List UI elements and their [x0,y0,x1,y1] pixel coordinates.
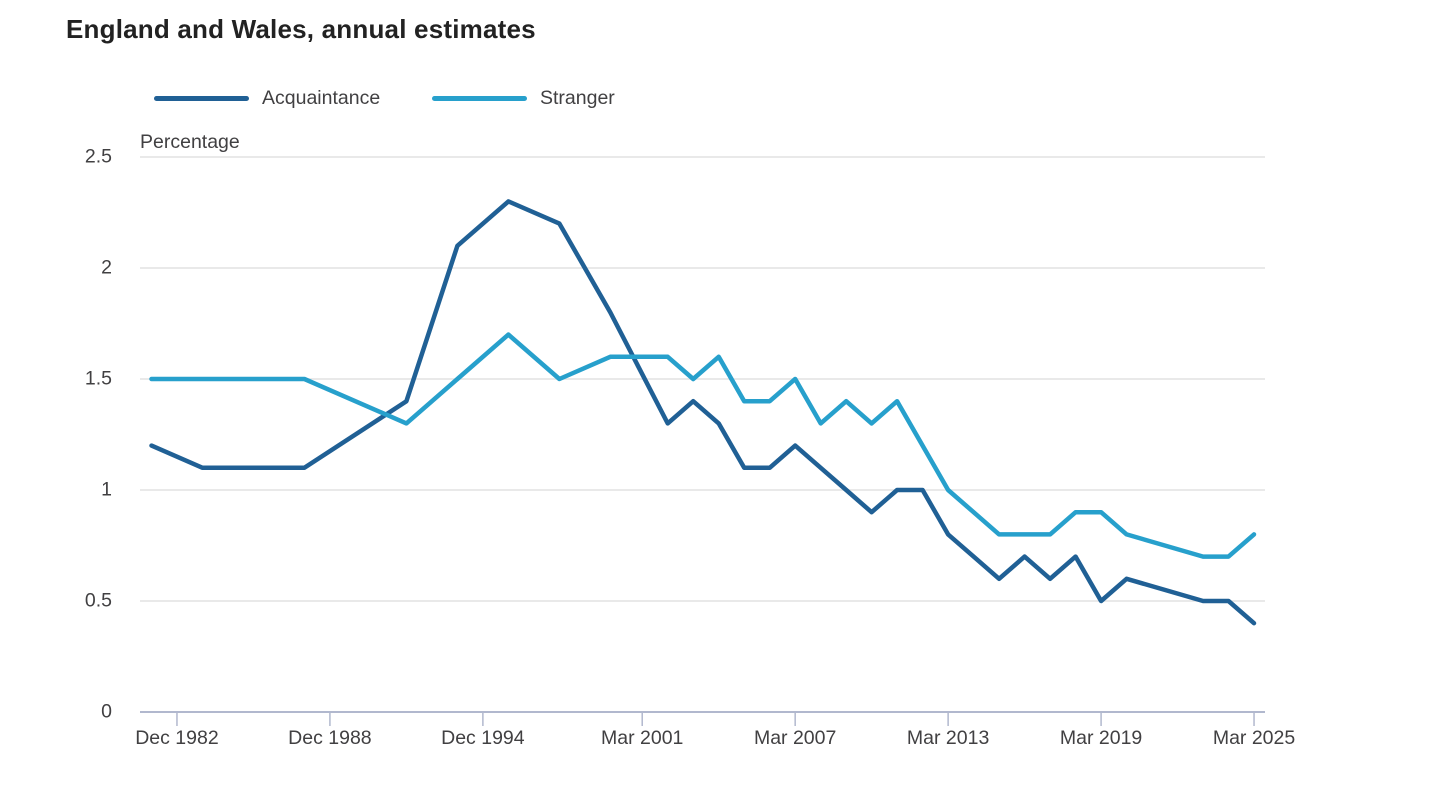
series-line-acquaintance [149,199,1257,626]
legend-label-stranger: Stranger [540,86,615,109]
y-axis-tick-label: 2 [101,256,112,279]
x-axis-tick-label: Mar 2007 [753,727,837,749]
x-axis-tick-label: Dec 1982 [135,727,219,749]
x-axis-tick-label: Mar 2019 [1059,727,1143,749]
x-axis-tick-label: Mar 2013 [906,727,990,749]
legend-label-acquaintance: Acquaintance [262,86,381,109]
x-axis-tick-label: Mar 2025 [1212,727,1296,749]
y-axis-tick-label: 1.5 [84,367,112,390]
x-axis-tick-label: Dec 1994 [441,727,525,749]
page-title: England and Wales, annual estimates [66,14,536,44]
legend-swatch-acquaintance-icon [154,95,249,101]
x-axis-tick-label: Dec 1988 [288,727,372,749]
legend-swatch-stranger-icon [432,95,527,101]
y-axis-tick-label: 0 [101,700,112,723]
y-axis-unit-label: Percentage [140,131,240,153]
legend-item-stranger: Stranger [432,86,615,109]
y-axis-tick-label: 1 [101,478,112,501]
y-axis-tick-label: 2.5 [84,145,112,168]
y-axis-tick-label: 0.5 [84,589,112,612]
legend: Acquaintance Stranger [0,86,1456,109]
legend-item-acquaintance: Acquaintance [154,86,381,109]
x-axis-tick-label: Mar 2001 [601,727,684,749]
series-line-stranger [149,332,1257,559]
